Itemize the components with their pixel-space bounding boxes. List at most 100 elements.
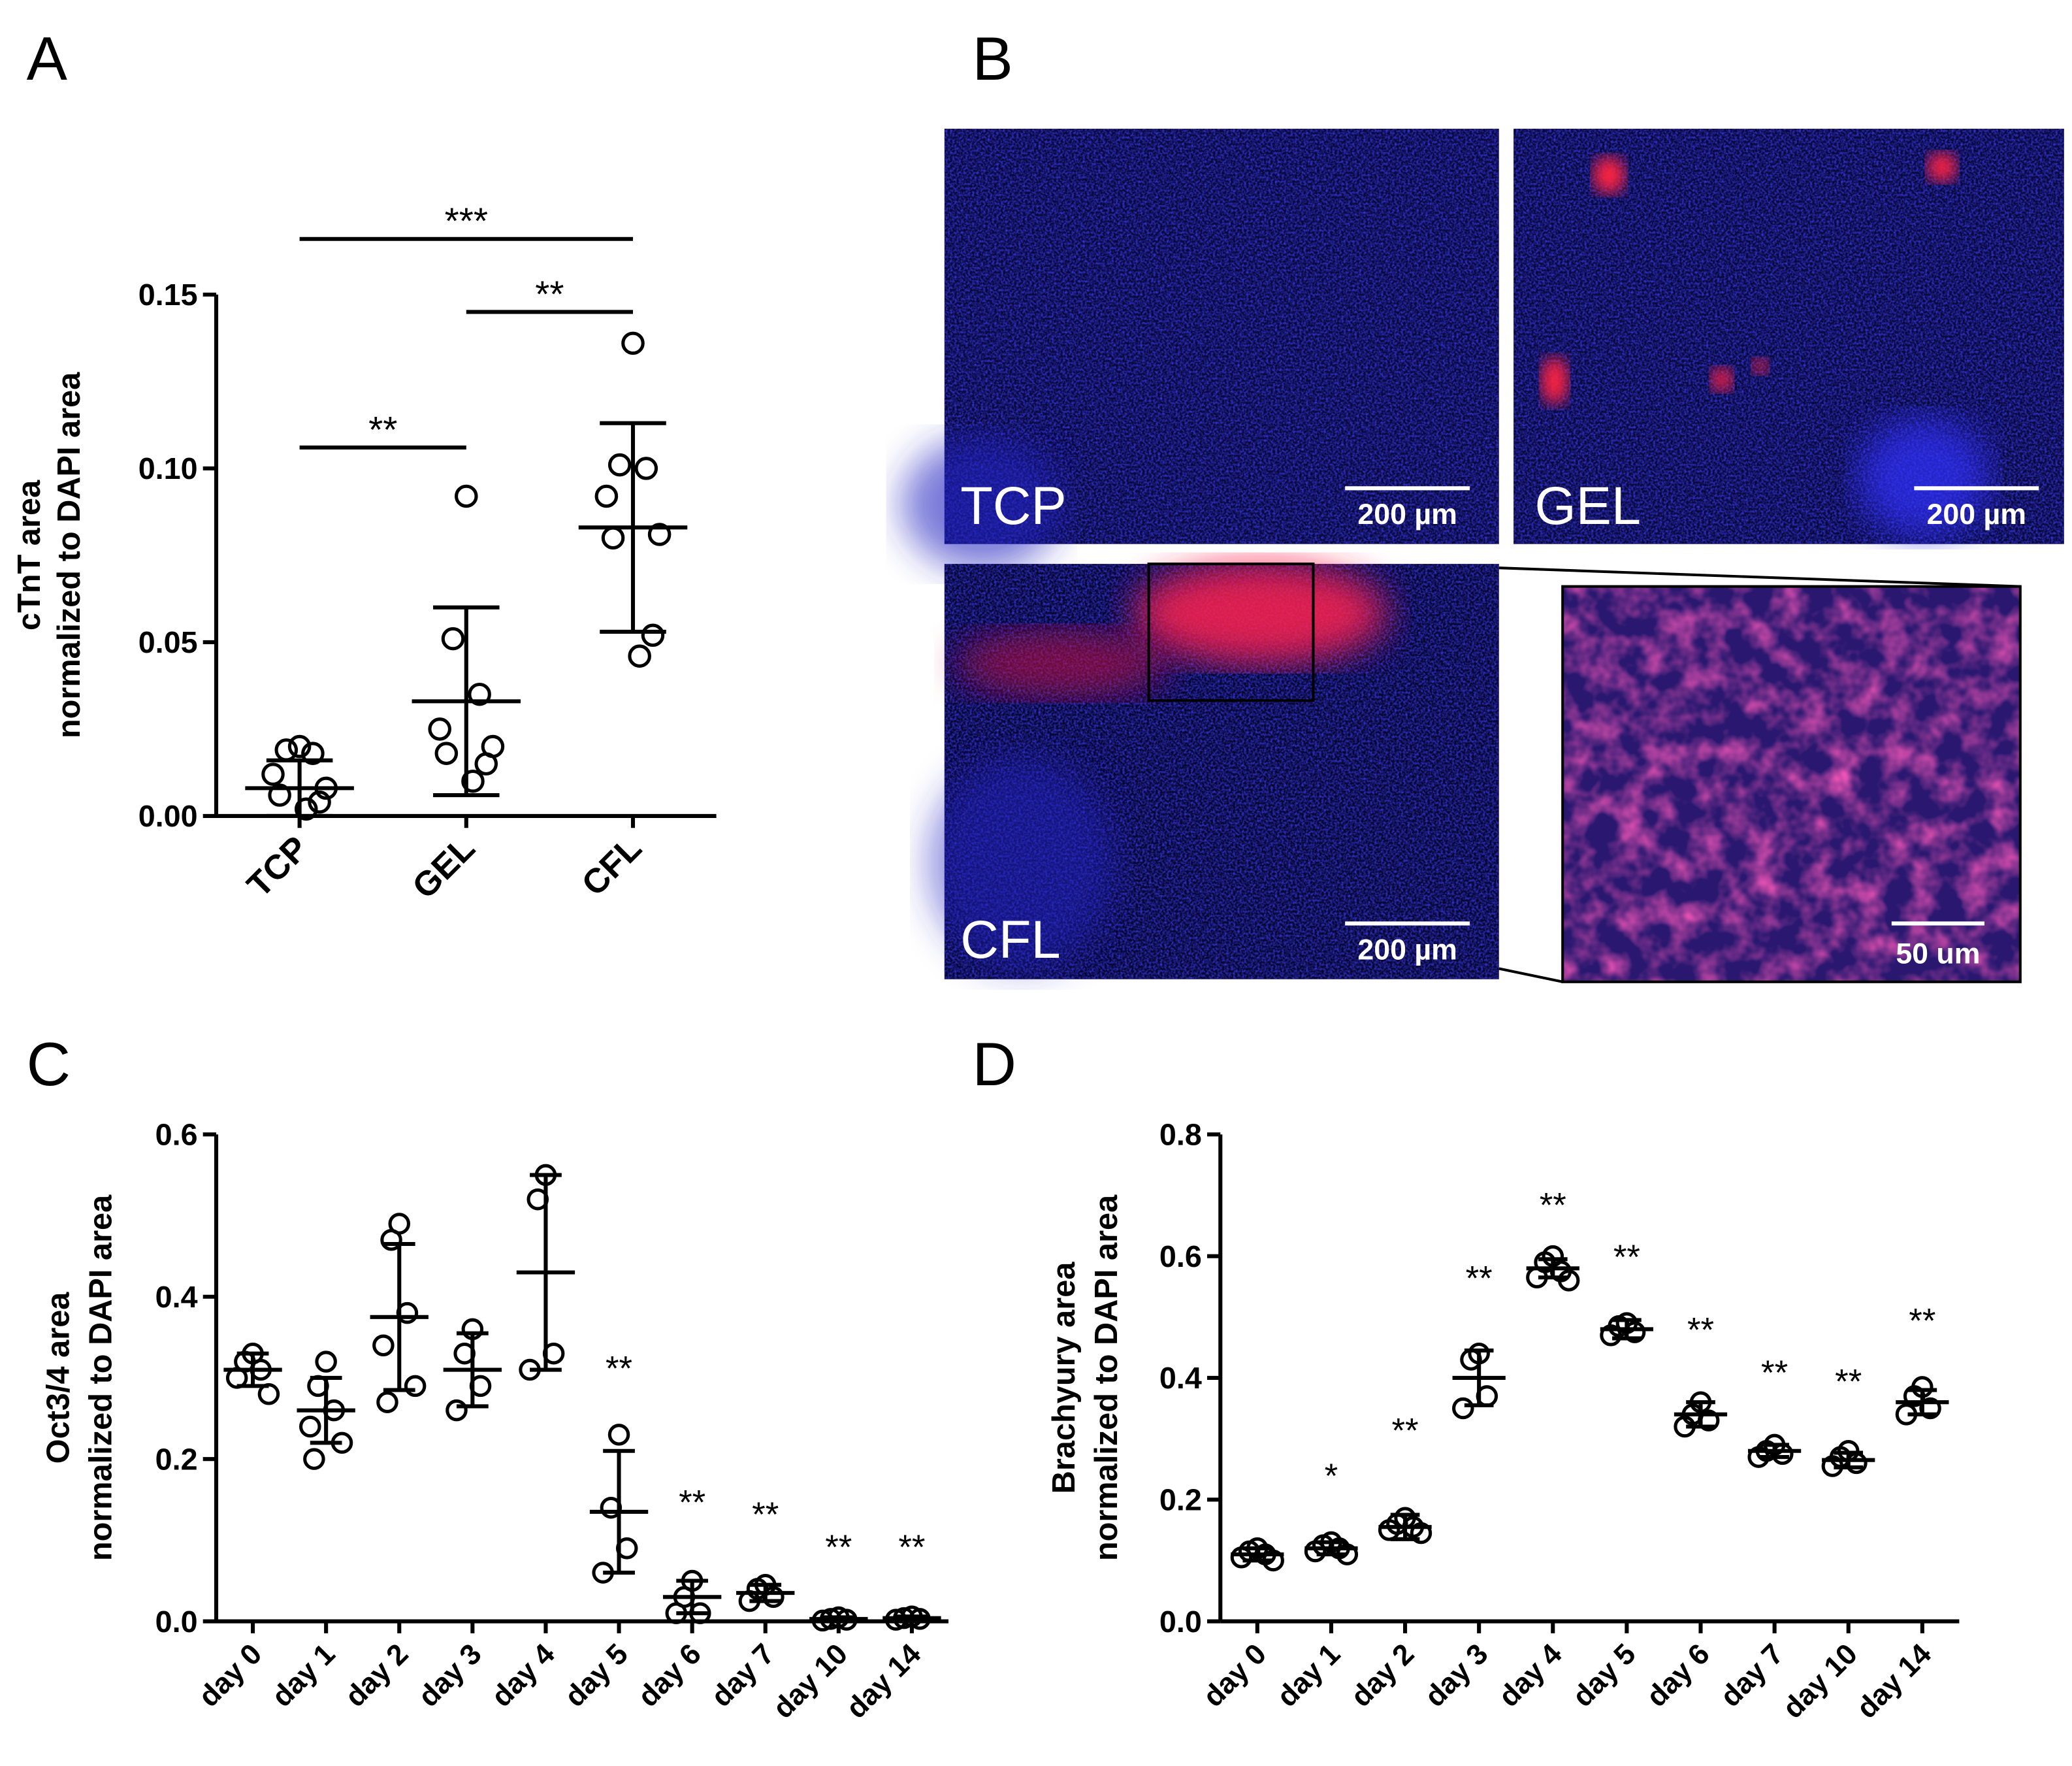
y-axis-label: Oct3/4 area xyxy=(41,1292,76,1464)
data-point xyxy=(1304,1540,1327,1563)
data-point xyxy=(294,797,318,821)
data-point xyxy=(441,627,465,651)
x-tick-label: day 14 xyxy=(1851,1638,1937,1725)
data-point xyxy=(303,1448,325,1470)
data-point xyxy=(301,742,325,765)
data-point xyxy=(404,1375,427,1398)
data-point xyxy=(628,644,651,668)
significance-label: ** xyxy=(535,274,564,315)
x-tick-label: day 5 xyxy=(558,1638,634,1713)
significance-label: ** xyxy=(1909,1302,1935,1341)
data-point xyxy=(376,1391,398,1413)
data-point xyxy=(308,790,331,814)
x-tick-label: day 2 xyxy=(1345,1638,1420,1713)
x-tick-label: day 0 xyxy=(193,1638,268,1713)
data-point xyxy=(601,526,625,550)
y-tick-label: 0.8 xyxy=(1159,1118,1202,1152)
y-tick-label: 0.2 xyxy=(1159,1483,1202,1517)
x-tick-label: CFL xyxy=(574,829,649,904)
data-point xyxy=(474,752,498,776)
y-tick-label: 0.2 xyxy=(155,1442,198,1476)
micrograph-tcp: TCP 200 µm xyxy=(901,129,1499,571)
data-point xyxy=(1410,1522,1433,1545)
data-point xyxy=(621,331,645,355)
significance-label: ** xyxy=(752,1496,779,1534)
y-tick-label: 0.0 xyxy=(1159,1605,1202,1639)
data-point xyxy=(461,769,485,793)
significance-label: ** xyxy=(1761,1354,1788,1392)
data-point xyxy=(380,1229,402,1251)
significance-label: ** xyxy=(1835,1363,1862,1401)
x-tick-label: day 6 xyxy=(1640,1638,1715,1713)
y-tick-label: 0.6 xyxy=(1159,1239,1202,1273)
data-point xyxy=(594,484,619,508)
panel-letter: D xyxy=(973,1030,1016,1098)
y-axis-label: normalized to DAPI area xyxy=(52,372,87,738)
data-point xyxy=(641,623,665,647)
data-point xyxy=(607,1424,630,1446)
micrograph-gel: GEL 200 µm xyxy=(1514,129,2064,544)
significance-label: * xyxy=(1325,1457,1338,1496)
data-point xyxy=(315,1350,337,1373)
data-point xyxy=(445,1399,468,1422)
x-tick-label: day 0 xyxy=(1197,1638,1272,1713)
data-point xyxy=(274,738,299,762)
y-tick-label: 0.4 xyxy=(1159,1361,1202,1395)
y-tick-label: 0.4 xyxy=(155,1280,198,1314)
significance-label: ** xyxy=(368,410,397,451)
data-point xyxy=(287,734,312,759)
image-label: GEL xyxy=(1535,476,1642,536)
data-point xyxy=(1230,1546,1253,1569)
data-point xyxy=(1452,1397,1474,1420)
data-point xyxy=(647,523,672,546)
image-label: TCP xyxy=(960,476,1066,536)
x-tick-label: day 4 xyxy=(1493,1638,1568,1714)
x-tick-label: GEL xyxy=(405,829,482,906)
y-tick-label: 0.00 xyxy=(138,799,198,833)
data-point xyxy=(434,742,459,765)
data-point xyxy=(1378,1519,1400,1541)
data-point xyxy=(1600,1324,1622,1347)
y-tick-label: 0.6 xyxy=(155,1118,198,1152)
panel-letter: B xyxy=(973,24,1013,93)
x-tick-label: day 3 xyxy=(1419,1638,1494,1713)
y-axis-label: normalized to DAPI area xyxy=(1089,1194,1124,1561)
data-point xyxy=(261,762,285,786)
significance-label: ** xyxy=(679,1484,705,1522)
x-tick-label: day 14 xyxy=(840,1638,927,1725)
x-tick-label: day 6 xyxy=(632,1638,707,1713)
data-point xyxy=(268,783,291,807)
significance-label: ** xyxy=(1613,1238,1640,1277)
data-point xyxy=(428,717,451,741)
significance-label: ** xyxy=(1392,1411,1419,1450)
x-tick-label: TCP xyxy=(240,829,316,905)
data-point xyxy=(372,1334,395,1357)
y-tick-label: 0.05 xyxy=(138,625,198,659)
x-tick-label: day 10 xyxy=(767,1638,854,1725)
significance-label: *** xyxy=(445,201,488,242)
data-point xyxy=(299,1415,321,1438)
data-point xyxy=(468,682,491,706)
data-point xyxy=(455,484,478,508)
x-tick-label: day 1 xyxy=(1271,1638,1346,1713)
significance-label: ** xyxy=(1540,1186,1566,1225)
image-label: CFL xyxy=(960,910,1060,970)
x-tick-label: day 3 xyxy=(412,1638,487,1713)
data-point xyxy=(1557,1269,1580,1292)
data-point xyxy=(607,453,632,477)
scale-label: 200 µm xyxy=(1927,499,2026,531)
x-tick-label: day 5 xyxy=(1566,1638,1642,1713)
x-tick-label: day 10 xyxy=(1777,1638,1864,1725)
scale-label: 200 µm xyxy=(1357,499,1457,531)
x-tick-label: day 2 xyxy=(339,1638,414,1713)
significance-label: ** xyxy=(898,1528,925,1567)
y-axis-label: Brachyury area xyxy=(1046,1262,1082,1494)
micrograph-zoom: 50 um xyxy=(1561,585,2022,983)
data-point xyxy=(634,457,658,480)
scale-label: 50 um xyxy=(1896,938,1980,970)
x-tick-label: day 1 xyxy=(266,1638,341,1713)
scale-label: 200 µm xyxy=(1357,934,1457,966)
y-tick-label: 0.0 xyxy=(155,1605,198,1639)
panel-letter: A xyxy=(27,24,68,93)
